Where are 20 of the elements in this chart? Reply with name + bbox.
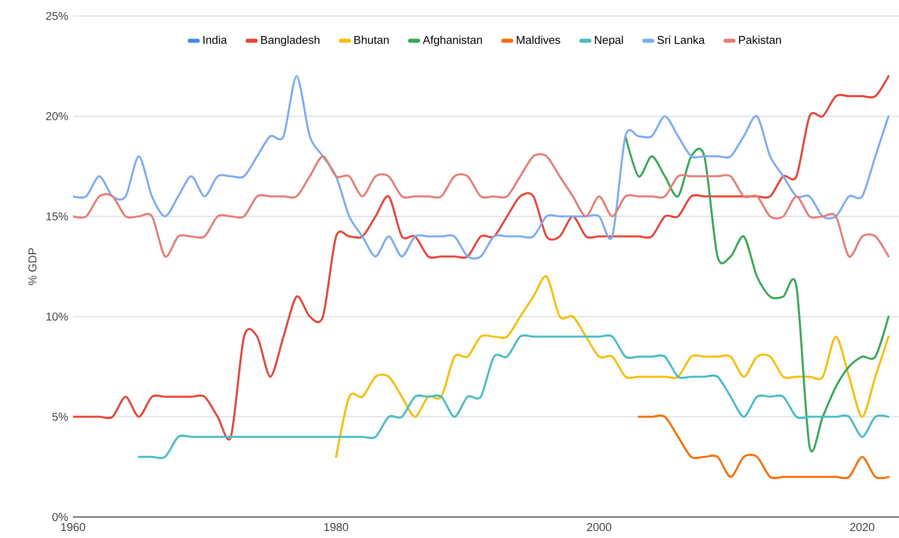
- legend-label: Maldives: [516, 36, 560, 44]
- x-tick-label: 2000: [587, 523, 612, 532]
- legend-label: Pakistan: [739, 36, 781, 44]
- y-tick-label: 0%: [52, 512, 68, 521]
- legend-label: Afghanistan: [422, 36, 482, 46]
- y-axis-title: % GDP: [28, 248, 36, 285]
- legend-label: India: [203, 36, 227, 44]
- y-tick-label: 20%: [46, 112, 68, 120]
- line-series: [335, 275, 890, 458]
- x-tick-label: 2020: [850, 523, 874, 532]
- x-tick-label: 1980: [324, 523, 348, 532]
- y-tick-label: 5%: [52, 412, 68, 421]
- legend-label: Bangladesh: [261, 36, 320, 46]
- y-tick-label: 15%: [46, 212, 68, 220]
- legend-label: Sri Lanka: [657, 36, 705, 44]
- legend-label: Bhutan: [354, 36, 389, 44]
- y-tick-label: 10%: [46, 312, 68, 321]
- legend-label: Nepal: [594, 36, 623, 46]
- y-tick-label: 25%: [46, 12, 68, 20]
- x-tick-label: 1960: [61, 523, 86, 532]
